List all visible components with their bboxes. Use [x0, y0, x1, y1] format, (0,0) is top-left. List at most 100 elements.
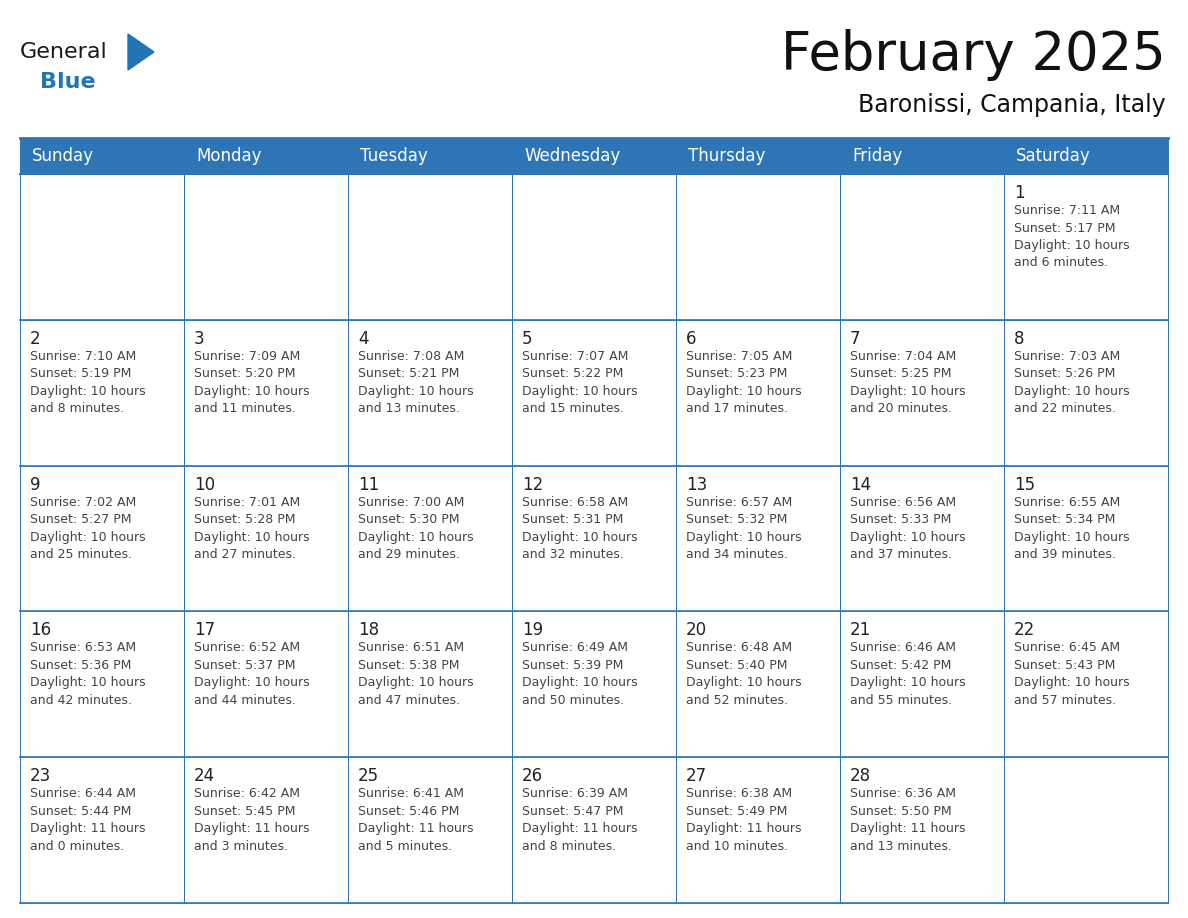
Text: Sunrise: 6:48 AM
Sunset: 5:40 PM
Daylight: 10 hours
and 52 minutes.: Sunrise: 6:48 AM Sunset: 5:40 PM Dayligh…: [685, 642, 802, 707]
Bar: [20, 757, 184, 903]
Text: Sunrise: 6:44 AM
Sunset: 5:44 PM
Daylight: 11 hours
and 0 minutes.: Sunrise: 6:44 AM Sunset: 5:44 PM Dayligh…: [30, 788, 145, 853]
Text: 16: 16: [30, 621, 51, 640]
Text: Sunrise: 6:56 AM
Sunset: 5:33 PM
Daylight: 10 hours
and 37 minutes.: Sunrise: 6:56 AM Sunset: 5:33 PM Dayligh…: [849, 496, 966, 561]
Text: Sunrise: 7:02 AM
Sunset: 5:27 PM
Daylight: 10 hours
and 25 minutes.: Sunrise: 7:02 AM Sunset: 5:27 PM Dayligh…: [30, 496, 146, 561]
Text: Sunrise: 6:41 AM
Sunset: 5:46 PM
Daylight: 11 hours
and 5 minutes.: Sunrise: 6:41 AM Sunset: 5:46 PM Dayligh…: [358, 788, 474, 853]
Text: Sunrise: 6:58 AM
Sunset: 5:31 PM
Daylight: 10 hours
and 32 minutes.: Sunrise: 6:58 AM Sunset: 5:31 PM Dayligh…: [522, 496, 638, 561]
Bar: [512, 174, 676, 319]
Text: 9: 9: [30, 476, 40, 494]
Text: Baronissi, Campania, Italy: Baronissi, Campania, Italy: [858, 93, 1165, 117]
Text: Tuesday: Tuesday: [360, 147, 428, 165]
Text: 18: 18: [358, 621, 379, 640]
Text: 26: 26: [522, 767, 543, 785]
Text: Sunrise: 6:39 AM
Sunset: 5:47 PM
Daylight: 11 hours
and 8 minutes.: Sunrise: 6:39 AM Sunset: 5:47 PM Dayligh…: [522, 788, 638, 853]
Bar: [184, 138, 348, 174]
Bar: [1004, 319, 1168, 465]
Text: 2: 2: [30, 330, 40, 348]
Text: 1: 1: [1015, 184, 1024, 202]
Bar: [348, 138, 512, 174]
Bar: [348, 465, 512, 611]
Text: 24: 24: [194, 767, 215, 785]
Text: Sunrise: 6:57 AM
Sunset: 5:32 PM
Daylight: 10 hours
and 34 minutes.: Sunrise: 6:57 AM Sunset: 5:32 PM Dayligh…: [685, 496, 802, 561]
Text: Thursday: Thursday: [688, 147, 765, 165]
Text: Sunrise: 6:46 AM
Sunset: 5:42 PM
Daylight: 10 hours
and 55 minutes.: Sunrise: 6:46 AM Sunset: 5:42 PM Dayligh…: [849, 642, 966, 707]
Text: Sunrise: 6:42 AM
Sunset: 5:45 PM
Daylight: 11 hours
and 3 minutes.: Sunrise: 6:42 AM Sunset: 5:45 PM Dayligh…: [194, 788, 310, 853]
Bar: [184, 319, 348, 465]
Text: 25: 25: [358, 767, 379, 785]
Bar: [1004, 174, 1168, 319]
Bar: [184, 757, 348, 903]
Bar: [676, 174, 840, 319]
Bar: [512, 319, 676, 465]
Bar: [1004, 138, 1168, 174]
Text: 20: 20: [685, 621, 707, 640]
Text: 10: 10: [194, 476, 215, 494]
Polygon shape: [128, 34, 154, 70]
Text: 22: 22: [1015, 621, 1035, 640]
Text: 27: 27: [685, 767, 707, 785]
Text: 12: 12: [522, 476, 543, 494]
Text: Sunrise: 6:36 AM
Sunset: 5:50 PM
Daylight: 11 hours
and 13 minutes.: Sunrise: 6:36 AM Sunset: 5:50 PM Dayligh…: [849, 788, 966, 853]
Text: Sunrise: 7:10 AM
Sunset: 5:19 PM
Daylight: 10 hours
and 8 minutes.: Sunrise: 7:10 AM Sunset: 5:19 PM Dayligh…: [30, 350, 146, 415]
Text: Sunrise: 6:38 AM
Sunset: 5:49 PM
Daylight: 11 hours
and 10 minutes.: Sunrise: 6:38 AM Sunset: 5:49 PM Dayligh…: [685, 788, 802, 853]
Text: Sunrise: 6:52 AM
Sunset: 5:37 PM
Daylight: 10 hours
and 44 minutes.: Sunrise: 6:52 AM Sunset: 5:37 PM Dayligh…: [194, 642, 310, 707]
Text: Sunrise: 6:49 AM
Sunset: 5:39 PM
Daylight: 10 hours
and 50 minutes.: Sunrise: 6:49 AM Sunset: 5:39 PM Dayligh…: [522, 642, 638, 707]
Text: 8: 8: [1015, 330, 1024, 348]
Text: Monday: Monday: [196, 147, 261, 165]
Text: Sunrise: 7:09 AM
Sunset: 5:20 PM
Daylight: 10 hours
and 11 minutes.: Sunrise: 7:09 AM Sunset: 5:20 PM Dayligh…: [194, 350, 310, 415]
Bar: [20, 465, 184, 611]
Bar: [676, 319, 840, 465]
Text: 13: 13: [685, 476, 707, 494]
Text: 3: 3: [194, 330, 204, 348]
Text: 14: 14: [849, 476, 871, 494]
Text: Sunrise: 7:07 AM
Sunset: 5:22 PM
Daylight: 10 hours
and 15 minutes.: Sunrise: 7:07 AM Sunset: 5:22 PM Dayligh…: [522, 350, 638, 415]
Bar: [840, 757, 1004, 903]
Bar: [840, 174, 1004, 319]
Text: General: General: [20, 42, 108, 62]
Bar: [1004, 757, 1168, 903]
Bar: [348, 319, 512, 465]
Bar: [512, 465, 676, 611]
Text: 17: 17: [194, 621, 215, 640]
Text: Sunrise: 6:45 AM
Sunset: 5:43 PM
Daylight: 10 hours
and 57 minutes.: Sunrise: 6:45 AM Sunset: 5:43 PM Dayligh…: [1015, 642, 1130, 707]
Text: 11: 11: [358, 476, 379, 494]
Bar: [676, 611, 840, 757]
Text: Sunrise: 7:01 AM
Sunset: 5:28 PM
Daylight: 10 hours
and 27 minutes.: Sunrise: 7:01 AM Sunset: 5:28 PM Dayligh…: [194, 496, 310, 561]
Bar: [512, 757, 676, 903]
Bar: [20, 319, 184, 465]
Bar: [512, 138, 676, 174]
Bar: [840, 611, 1004, 757]
Text: Friday: Friday: [852, 147, 902, 165]
Bar: [676, 138, 840, 174]
Bar: [348, 174, 512, 319]
Text: 23: 23: [30, 767, 51, 785]
Bar: [348, 611, 512, 757]
Text: Saturday: Saturday: [1016, 147, 1091, 165]
Text: Sunrise: 7:05 AM
Sunset: 5:23 PM
Daylight: 10 hours
and 17 minutes.: Sunrise: 7:05 AM Sunset: 5:23 PM Dayligh…: [685, 350, 802, 415]
Text: Sunday: Sunday: [32, 147, 94, 165]
Bar: [676, 757, 840, 903]
Text: 28: 28: [849, 767, 871, 785]
Text: Blue: Blue: [40, 72, 95, 92]
Bar: [1004, 465, 1168, 611]
Bar: [840, 319, 1004, 465]
Text: 6: 6: [685, 330, 696, 348]
Text: Sunrise: 7:04 AM
Sunset: 5:25 PM
Daylight: 10 hours
and 20 minutes.: Sunrise: 7:04 AM Sunset: 5:25 PM Dayligh…: [849, 350, 966, 415]
Text: Sunrise: 7:11 AM
Sunset: 5:17 PM
Daylight: 10 hours
and 6 minutes.: Sunrise: 7:11 AM Sunset: 5:17 PM Dayligh…: [1015, 204, 1130, 270]
Text: 15: 15: [1015, 476, 1035, 494]
Bar: [184, 174, 348, 319]
Bar: [348, 757, 512, 903]
Bar: [184, 465, 348, 611]
Bar: [20, 138, 184, 174]
Bar: [676, 465, 840, 611]
Bar: [20, 611, 184, 757]
Text: 5: 5: [522, 330, 532, 348]
Text: 19: 19: [522, 621, 543, 640]
Text: Sunrise: 6:55 AM
Sunset: 5:34 PM
Daylight: 10 hours
and 39 minutes.: Sunrise: 6:55 AM Sunset: 5:34 PM Dayligh…: [1015, 496, 1130, 561]
Bar: [20, 174, 184, 319]
Text: Wednesday: Wednesday: [524, 147, 620, 165]
Bar: [840, 138, 1004, 174]
Text: Sunrise: 6:53 AM
Sunset: 5:36 PM
Daylight: 10 hours
and 42 minutes.: Sunrise: 6:53 AM Sunset: 5:36 PM Dayligh…: [30, 642, 146, 707]
Text: 7: 7: [849, 330, 860, 348]
Text: February 2025: February 2025: [782, 29, 1165, 81]
